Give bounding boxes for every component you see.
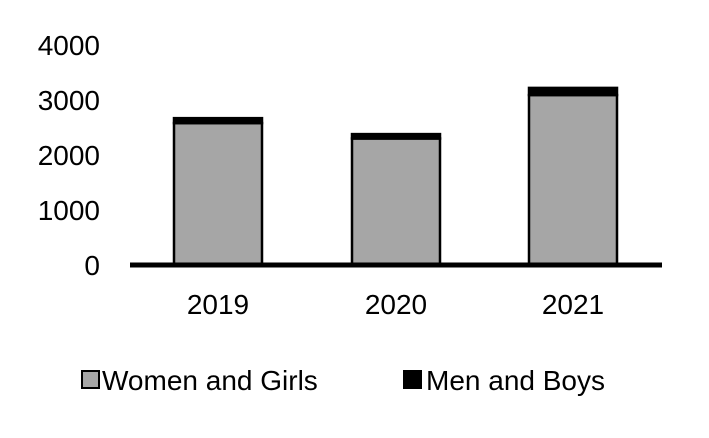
bar-2021-women-and-girls	[527, 93, 619, 267]
x-tick-label-2021: 2021	[542, 289, 604, 320]
y-tick-label-2000: 2000	[38, 140, 100, 171]
legend-label-men-and-boys: Men and Boys	[426, 365, 605, 396]
y-axis-tick-labels: 0 1000 2000 3000 4000	[38, 30, 100, 281]
y-tick-label-3000: 3000	[38, 85, 100, 116]
y-tick-label-0: 0	[84, 250, 100, 281]
bar-2019-women-and-girls	[172, 121, 264, 267]
legend-swatch-women-and-girls	[81, 370, 100, 389]
legend: Women and Girls Men and Boys	[81, 365, 605, 396]
bar-2021-men-and-boys	[527, 86, 619, 97]
x-axis-tick-labels: 2019 2020 2021	[187, 289, 604, 320]
x-tick-label-2020: 2020	[365, 289, 427, 320]
x-tick-label-2019: 2019	[187, 289, 249, 320]
y-tick-label-1000: 1000	[38, 195, 100, 226]
bar-2020-women-and-girls	[350, 137, 442, 267]
legend-swatch-men-and-boys	[403, 370, 422, 389]
bar-group	[172, 86, 619, 267]
bar-2019-men-and-boys	[172, 116, 264, 125]
y-tick-label-4000: 4000	[38, 30, 100, 61]
bar-2020-men-and-boys	[350, 132, 442, 140]
legend-label-women-and-girls: Women and Girls	[102, 365, 318, 396]
